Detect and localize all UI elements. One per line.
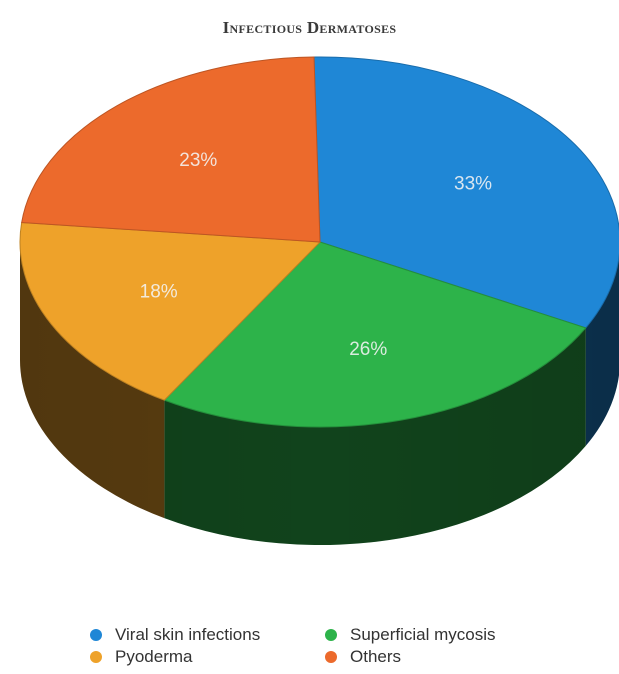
legend-dot-pyoderma xyxy=(90,651,102,663)
slice-label-others: 23% xyxy=(179,150,217,171)
legend: Viral skin infections Superficial mycosi… xyxy=(90,625,560,667)
legend-item-mycosis: Superficial mycosis xyxy=(325,625,560,645)
legend-item-others: Others xyxy=(325,647,560,667)
legend-dot-viral xyxy=(90,629,102,641)
legend-item-viral: Viral skin infections xyxy=(90,625,325,645)
legend-dot-others xyxy=(325,651,337,663)
pie-slice-viral-skin-infections xyxy=(313,56,619,329)
slice-label-viral-skin-infections: 33% xyxy=(454,174,492,195)
pie-slice-others xyxy=(21,56,321,243)
legend-item-pyoderma: Pyoderma xyxy=(90,647,325,667)
legend-label-pyoderma: Pyoderma xyxy=(115,647,193,666)
pie-side-shading xyxy=(20,242,619,545)
legend-label-viral: Viral skin infections xyxy=(115,625,261,644)
slice-label-superficial-mycosis: 26% xyxy=(349,339,387,360)
chart-title: Infectious Dermatoses xyxy=(222,18,397,37)
pie-slice-superficial-mycosis xyxy=(163,241,587,428)
pie-slice-pyoderma xyxy=(19,221,322,401)
legend-label-others: Others xyxy=(350,647,402,666)
legend-dot-mycosis xyxy=(325,629,337,641)
legend-label-mycosis: Superficial mycosis xyxy=(350,625,496,644)
slice-label-pyoderma: 18% xyxy=(140,281,178,302)
